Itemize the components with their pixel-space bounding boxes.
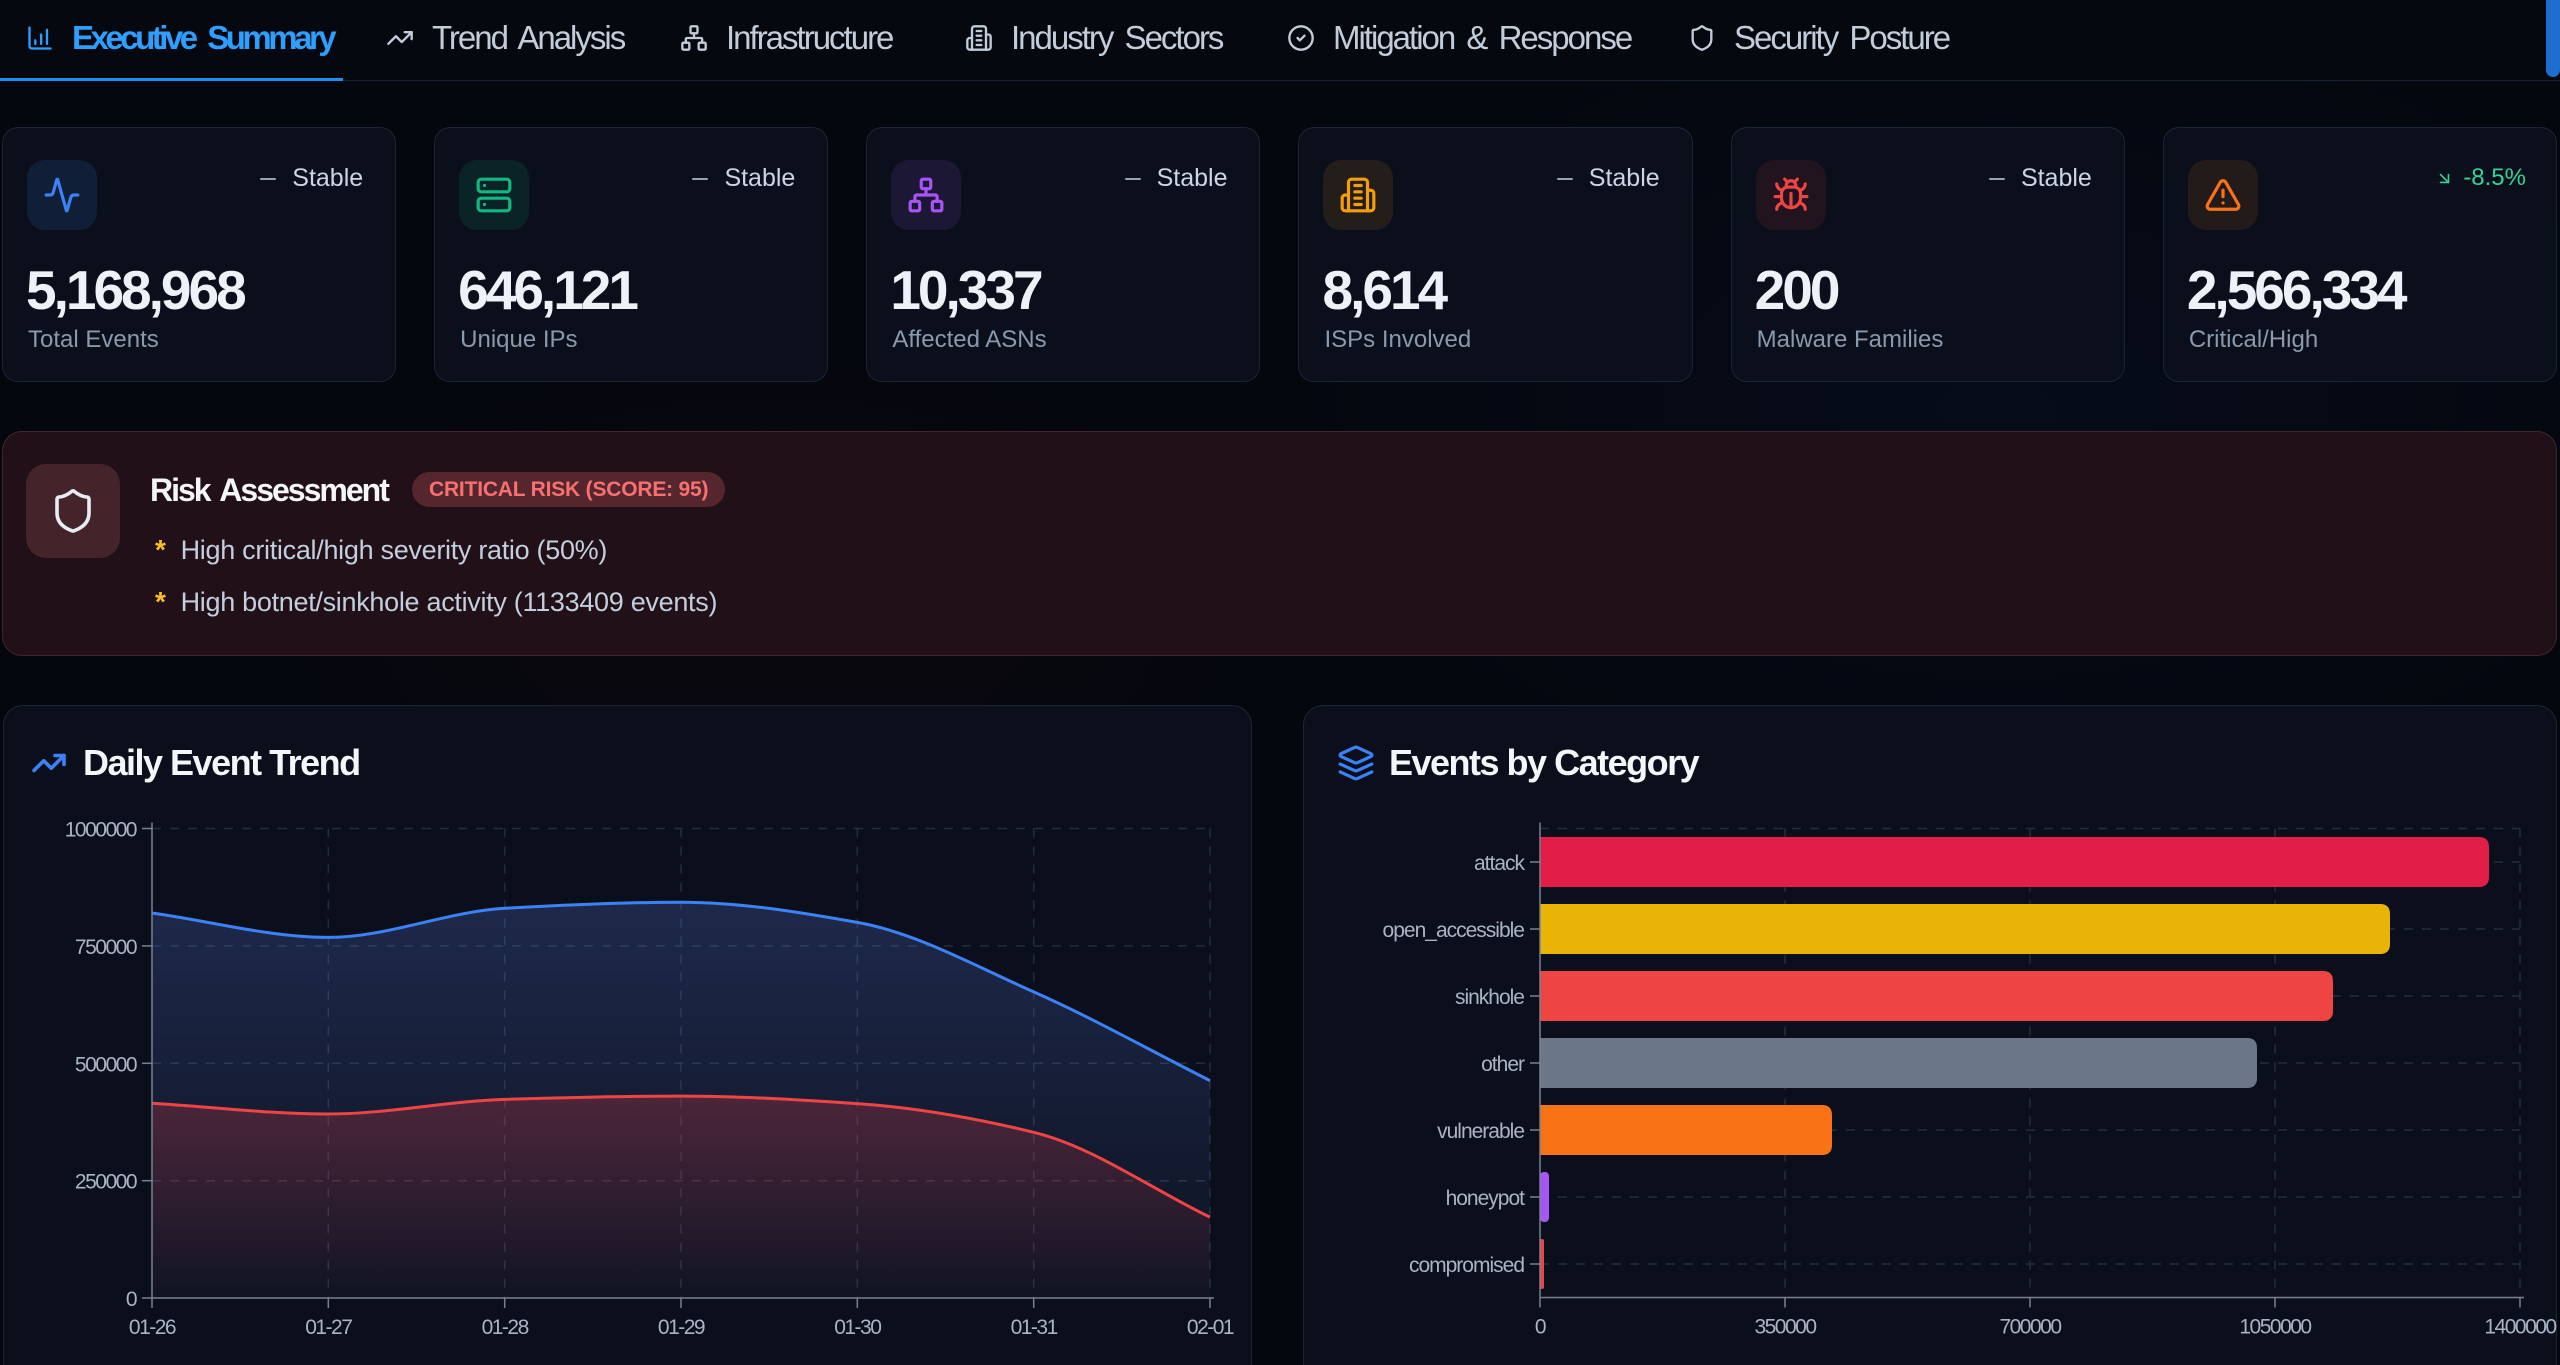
svg-text:01-30: 01-30 xyxy=(834,1316,881,1339)
svg-text:other: other xyxy=(1481,1053,1525,1076)
svg-text:700000: 700000 xyxy=(1999,1316,2061,1339)
svg-text:01-27: 01-27 xyxy=(305,1316,352,1339)
svg-text:350000: 350000 xyxy=(1754,1316,1816,1339)
svg-text:0: 0 xyxy=(1535,1316,1546,1339)
svg-text:01-31: 01-31 xyxy=(1011,1316,1058,1339)
svg-text:sinkhole: sinkhole xyxy=(1455,986,1524,1009)
svg-text:open_accessible: open_accessible xyxy=(1383,919,1525,942)
svg-text:02-01: 02-01 xyxy=(1187,1316,1234,1339)
svg-text:honeypot: honeypot xyxy=(1446,1187,1526,1210)
svg-text:1000000: 1000000 xyxy=(65,819,137,842)
svg-text:0: 0 xyxy=(126,1288,137,1311)
svg-text:1050000: 1050000 xyxy=(2239,1316,2311,1339)
svg-text:250000: 250000 xyxy=(75,1171,137,1194)
svg-text:vulnerable: vulnerable xyxy=(1437,1120,1524,1143)
svg-text:01-29: 01-29 xyxy=(658,1316,705,1339)
svg-text:compromised: compromised xyxy=(1409,1254,1524,1277)
svg-text:500000: 500000 xyxy=(75,1053,137,1076)
svg-text:01-26: 01-26 xyxy=(129,1316,176,1339)
svg-text:1400000: 1400000 xyxy=(2484,1316,2556,1339)
svg-text:750000: 750000 xyxy=(75,936,137,959)
svg-text:01-28: 01-28 xyxy=(482,1316,529,1339)
svg-text:attack: attack xyxy=(1474,852,1526,875)
